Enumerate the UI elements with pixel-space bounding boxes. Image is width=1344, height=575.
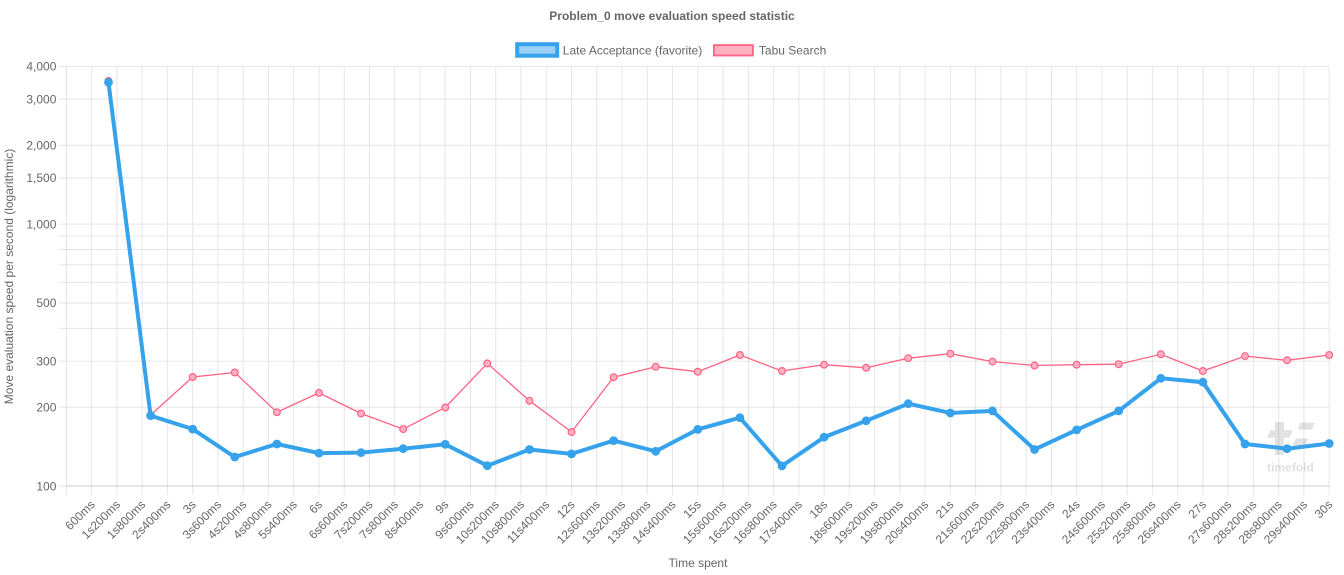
svg-text:Late Acceptance (favorite): Late Acceptance (favorite) bbox=[563, 43, 702, 57]
svg-text:4,000: 4,000 bbox=[26, 60, 56, 74]
svg-text:1,500: 1,500 bbox=[26, 171, 56, 185]
svg-text:1,000: 1,000 bbox=[26, 217, 56, 231]
svg-text:3,000: 3,000 bbox=[26, 92, 56, 106]
svg-text:Problem_0 move evaluation spee: Problem_0 move evaluation speed statisti… bbox=[549, 9, 795, 23]
svg-text:Move evaluation speed per seco: Move evaluation speed per second (logari… bbox=[2, 149, 16, 404]
svg-text:Time spent: Time spent bbox=[669, 556, 729, 570]
svg-text:300: 300 bbox=[36, 354, 56, 368]
svg-text:timefold: timefold bbox=[1267, 461, 1314, 475]
svg-text:2,000: 2,000 bbox=[26, 138, 56, 152]
svg-text:200: 200 bbox=[36, 400, 56, 414]
svg-text:500: 500 bbox=[36, 296, 56, 310]
svg-text:Tabu Search: Tabu Search bbox=[759, 43, 826, 57]
svg-text:100: 100 bbox=[36, 479, 56, 493]
